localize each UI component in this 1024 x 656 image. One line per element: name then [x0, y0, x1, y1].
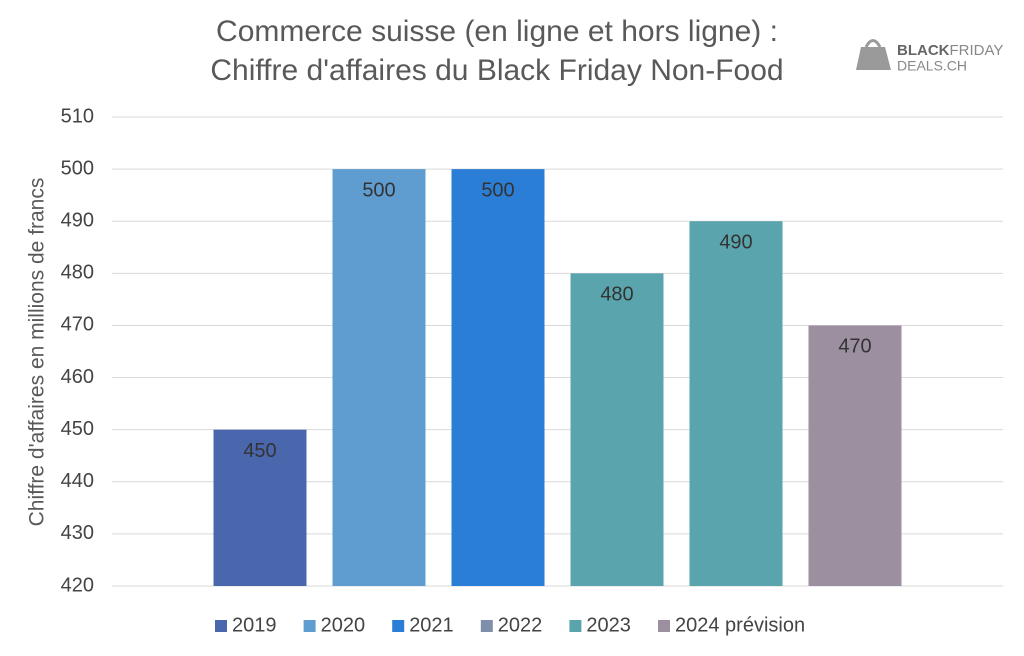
legend-swatch	[480, 620, 493, 632]
bar	[808, 325, 902, 586]
y-tick-label: 460	[61, 366, 94, 388]
legend-swatch	[658, 620, 670, 632]
y-tick-label: 450	[61, 418, 94, 440]
legend-swatch	[392, 620, 405, 632]
y-axis-label: Chiffre d'affaires en millions de francs	[26, 178, 49, 527]
logo-text: BLACKFRIDAY	[897, 42, 1003, 59]
y-tick-label: 420	[61, 574, 94, 596]
logo-bold: BLACK	[897, 42, 950, 59]
data-label: 470	[838, 336, 871, 358]
bar	[213, 429, 307, 586]
logo-light: FRIDAY	[950, 42, 1004, 59]
data-label: 480	[600, 284, 633, 306]
data-label: 500	[481, 179, 514, 201]
legend-swatch	[569, 620, 582, 632]
chart-title: Commerce suisse (en ligne et hors ligne)…	[216, 15, 778, 48]
legend-label: 2024 prévision	[675, 614, 805, 636]
bar	[451, 169, 545, 586]
data-label: 450	[243, 440, 276, 462]
bar	[332, 169, 426, 586]
legend-label: 2020	[321, 614, 366, 636]
y-tick-label: 440	[61, 470, 94, 492]
legend-label: 2022	[498, 614, 543, 636]
legend-swatch	[215, 620, 227, 632]
y-tick-label: 500	[61, 157, 94, 179]
logo: BLACKFRIDAY DEALS.CH	[856, 39, 1003, 74]
data-label: 490	[719, 232, 752, 254]
y-tick-label: 490	[61, 210, 94, 232]
logo-handle	[864, 39, 882, 48]
chart-title: Chiffre d'affaires du Black Friday Non-F…	[210, 54, 783, 87]
y-tick-label: 480	[61, 262, 94, 284]
logo-bag	[856, 47, 891, 70]
y-tick-label: 510	[61, 105, 94, 127]
bar	[689, 221, 783, 586]
legend-label: 2021	[409, 614, 454, 636]
legend-label: 2023	[586, 614, 631, 636]
bar	[570, 273, 664, 586]
legend-swatch	[303, 620, 316, 632]
y-tick-label: 470	[61, 314, 94, 336]
logo-sub: DEALS.CH	[897, 58, 967, 74]
data-label: 500	[362, 179, 395, 201]
legend-label: 2019	[232, 614, 277, 636]
y-tick-label: 430	[61, 522, 94, 544]
